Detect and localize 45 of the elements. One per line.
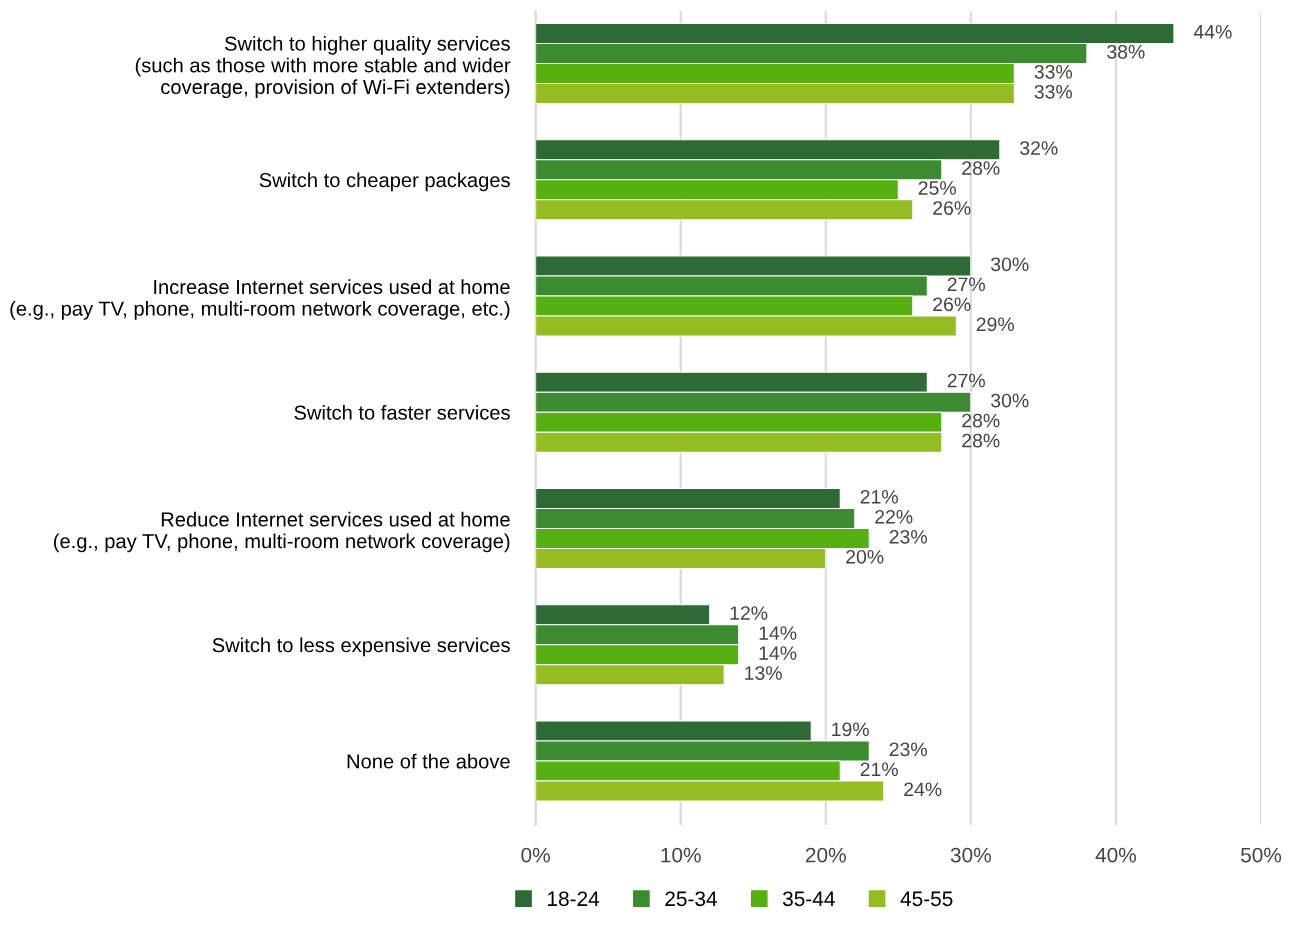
data-label: 26% (933, 201, 971, 215)
x-tick-label: 0% (521, 847, 550, 863)
x-tick-label: 30% (950, 847, 991, 863)
data-label: 27% (947, 373, 985, 388)
data-label: 32% (1020, 141, 1058, 155)
data-label: 30% (991, 257, 1029, 272)
data-label: 25% (918, 181, 956, 195)
data-label: 23% (889, 529, 927, 544)
data-label: 14% (759, 626, 797, 640)
x-tick-label: 40% (1095, 847, 1137, 863)
data-label: 28% (962, 413, 1000, 428)
data-label: 21% (860, 489, 898, 504)
data-label: 12% (730, 606, 768, 620)
data-label: 20% (846, 549, 884, 564)
x-tick-label: 20% (805, 847, 846, 863)
x-tick-label: 50% (1240, 847, 1282, 863)
data-label: 23% (889, 742, 927, 757)
y-tick-label: Switch to less expensive services (212, 637, 510, 657)
data-label: 44% (1193, 25, 1232, 39)
data-label: 29% (976, 317, 1014, 332)
data-label: 30% (991, 393, 1029, 408)
legend-label: 45-55 (900, 891, 953, 907)
data-label: 19% (832, 722, 869, 737)
y-tick-label: Reduce Internet services used at home (e.g., pay TV, phone, multi-room network coverage) (54, 511, 510, 553)
y-tick-label: Switch to faster services (294, 404, 510, 420)
legend-label: 35-44 (782, 891, 835, 907)
data-label: 21% (860, 762, 898, 777)
data-label: 33% (1034, 64, 1073, 79)
x-tick-label: 10% (661, 847, 701, 863)
y-tick-label: Switch to cheaper packages (259, 172, 510, 192)
data-label: 24% (904, 782, 942, 797)
data-label: 22% (875, 509, 913, 524)
data-label: 28% (962, 433, 1000, 448)
y-tick-label: Increase Internet services used at home (e.g., pay TV, phone, multi-room network coverage, etc.) (10, 279, 510, 320)
legend-label: 18-24 (548, 891, 600, 907)
data-label: 27% (947, 277, 985, 292)
y-tick-label: Switch to higher quality services (such as those with more stable and wider coverage, provision of Wi-Fi extenders) (135, 35, 511, 99)
data-label: 14% (759, 646, 797, 660)
data-label: 38% (1107, 44, 1145, 59)
y-tick-label: None of the above (347, 753, 510, 769)
data-label: 26% (933, 297, 971, 312)
data-label: 13% (745, 666, 782, 680)
data-label: 33% (1034, 84, 1073, 99)
data-label: 28% (962, 161, 1000, 175)
legend-label: 25-34 (665, 891, 717, 907)
